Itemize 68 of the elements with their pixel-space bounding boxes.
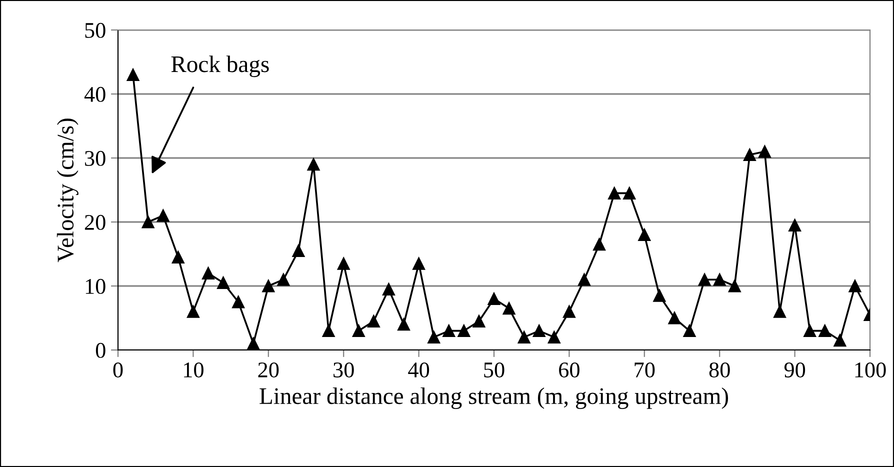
point bbox=[337, 257, 350, 270]
x-tick-label: 80 bbox=[709, 362, 730, 378]
x-tick-label: 20 bbox=[258, 362, 279, 378]
x-tick-label: 100 bbox=[855, 362, 886, 378]
point bbox=[548, 330, 560, 344]
point bbox=[804, 324, 816, 338]
x-tick-label: 40 bbox=[408, 362, 430, 378]
y-tick-label: 40 bbox=[84, 86, 106, 102]
point bbox=[442, 324, 456, 338]
point bbox=[743, 148, 756, 162]
x-axis-title: Linear distance along stream (m, going upstream) bbox=[260, 388, 728, 409]
x-tick-label: 60 bbox=[559, 362, 580, 378]
point bbox=[202, 266, 214, 280]
point bbox=[126, 68, 140, 82]
point bbox=[562, 305, 576, 318]
point bbox=[638, 228, 651, 242]
point bbox=[593, 238, 606, 251]
x-tick-label: 90 bbox=[784, 362, 806, 378]
point bbox=[758, 145, 771, 158]
point bbox=[382, 282, 395, 296]
point bbox=[608, 186, 621, 200]
point bbox=[247, 337, 260, 350]
point bbox=[367, 314, 380, 328]
point bbox=[532, 324, 546, 338]
point bbox=[458, 324, 470, 338]
point bbox=[156, 209, 170, 222]
annotation: Rock bags bbox=[171, 56, 269, 78]
point bbox=[472, 314, 486, 328]
point bbox=[292, 244, 305, 258]
point bbox=[683, 324, 696, 338]
point bbox=[518, 330, 530, 344]
point bbox=[322, 324, 335, 338]
point bbox=[728, 280, 741, 292]
y-tick-label: 20 bbox=[84, 214, 106, 230]
point bbox=[277, 273, 290, 286]
x-tick-label: 0 bbox=[113, 362, 123, 378]
point bbox=[502, 302, 516, 315]
x-tick-label: 30 bbox=[334, 362, 354, 378]
point bbox=[668, 312, 681, 324]
point bbox=[172, 250, 184, 264]
point bbox=[232, 296, 245, 308]
x-tick-label: 10 bbox=[184, 362, 204, 378]
y-axis-title: Velocity (cm/s) bbox=[56, 118, 78, 262]
point bbox=[142, 216, 154, 228]
point bbox=[412, 257, 426, 270]
point bbox=[262, 280, 275, 292]
y-tick-label: 10 bbox=[86, 278, 106, 294]
point bbox=[488, 292, 500, 306]
point bbox=[653, 289, 666, 302]
y-tick-label: 50 bbox=[85, 22, 106, 38]
point bbox=[307, 158, 320, 171]
point bbox=[788, 218, 802, 232]
point bbox=[352, 324, 365, 338]
point bbox=[428, 330, 440, 344]
x-tick-label: 70 bbox=[634, 362, 655, 378]
point bbox=[818, 324, 832, 338]
point bbox=[848, 280, 862, 292]
point bbox=[578, 273, 590, 286]
point bbox=[623, 186, 636, 200]
y-tick-label: 30 bbox=[85, 150, 106, 166]
point bbox=[698, 273, 711, 286]
x-tick-label: 50 bbox=[484, 362, 504, 378]
point bbox=[713, 273, 726, 286]
point bbox=[217, 276, 230, 290]
point bbox=[186, 305, 200, 318]
y-tick-label: 0 bbox=[96, 342, 106, 358]
point bbox=[834, 334, 846, 347]
point bbox=[398, 318, 410, 331]
